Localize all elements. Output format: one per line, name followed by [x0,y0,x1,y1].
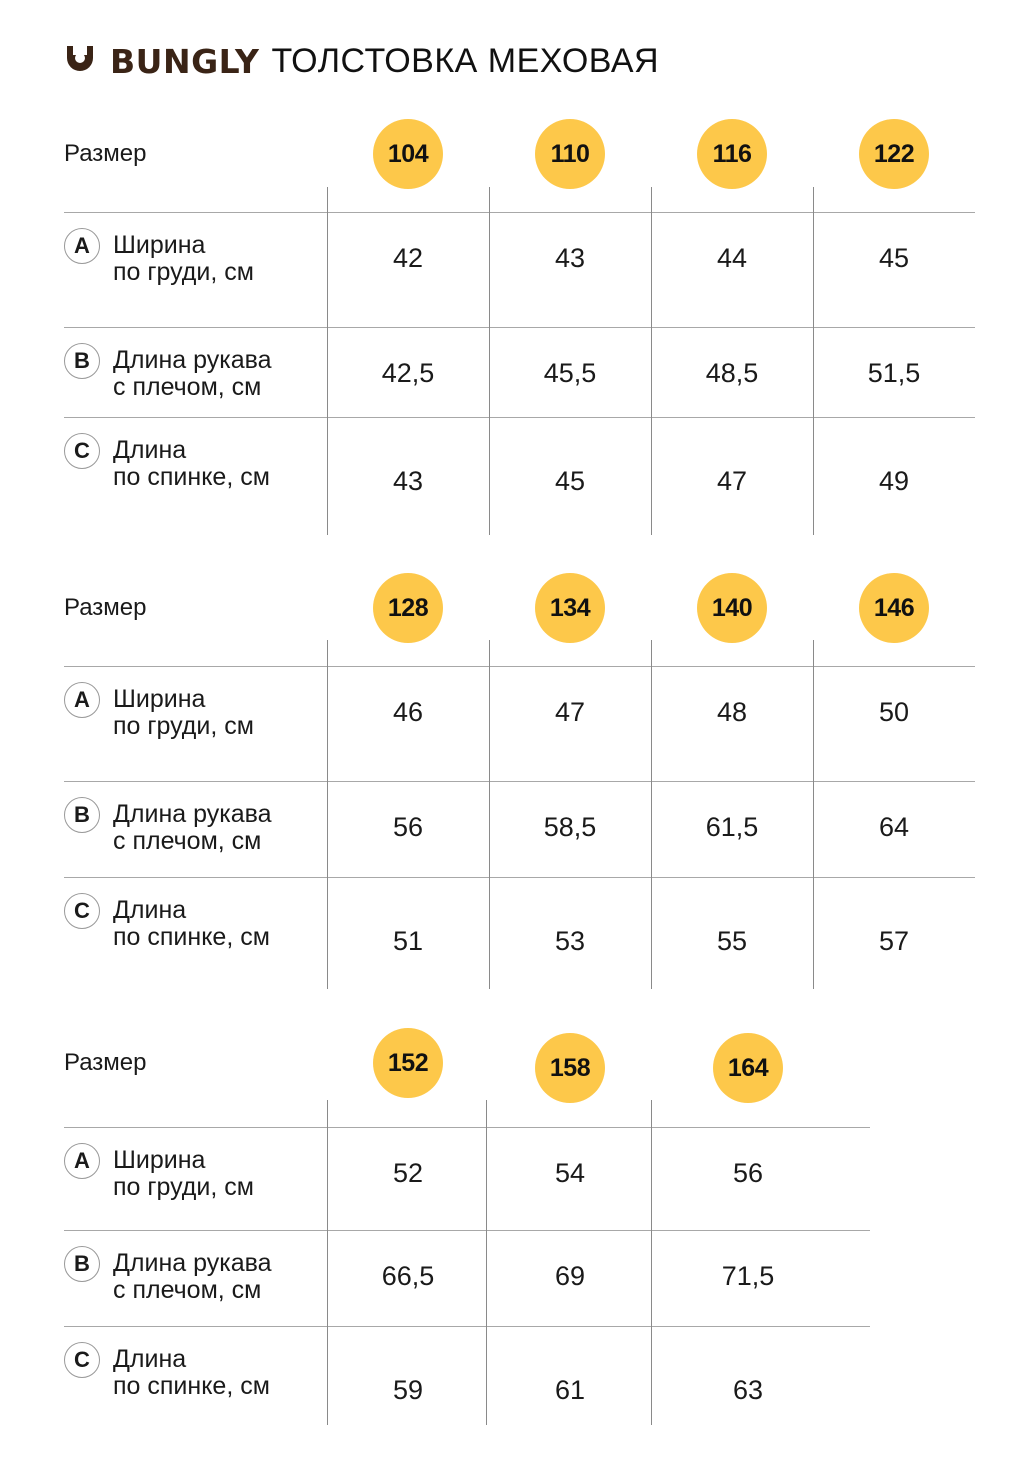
measure-letter-badge: A [64,228,100,264]
measure-label-line2: по груди, см [113,258,254,286]
measure-label-line1: Длина рукава [113,346,272,374]
measure-letter-badge: A [64,682,100,718]
measure-label-line2: по груди, см [113,712,254,740]
measure-value: 52 [392,1158,424,1188]
size-label: Размер [64,1049,147,1076]
column-divider [327,1100,328,1425]
column-divider [489,187,490,535]
row-divider [64,212,975,213]
measure-value: 46 [392,697,424,727]
row-divider [64,877,975,878]
measure-label-line1: Длина рукава [113,1249,272,1277]
size-badge: 146 [859,573,929,643]
measure-value: 55 [716,926,748,956]
measure-value: 71,5 [721,1261,775,1291]
page-title: BUNGLY ТОЛСТОВКА МЕХОВАЯ [64,38,659,84]
measure-label-line1: Длина [113,896,187,924]
size-badge: 152 [373,1028,443,1098]
measure-value: 48,5 [705,358,759,388]
measure-value: 43 [554,243,586,273]
smile-cup-icon [64,44,96,78]
size-badge: 116 [697,119,767,189]
column-divider [489,640,490,989]
measure-label-line1: Длина [113,1345,187,1373]
measure-letter-badge: C [64,1342,100,1378]
size-badge: 158 [535,1033,605,1103]
measure-value: 51 [392,926,424,956]
measure-value: 53 [554,926,586,956]
measure-label-line1: Длина рукава [113,800,272,828]
measure-value: 56 [732,1158,764,1188]
row-divider [64,781,975,782]
size-badge: 164 [713,1033,783,1103]
measure-value: 51,5 [867,358,921,388]
measure-value: 59 [392,1375,424,1405]
measure-value: 63 [732,1375,764,1405]
size-label: Размер [64,140,147,167]
measure-value: 47 [716,466,748,496]
column-divider [327,640,328,989]
measure-value: 58,5 [543,812,597,842]
column-divider [651,640,652,989]
size-badge: 110 [535,119,605,189]
measure-value: 44 [716,243,748,273]
measure-letter-badge: B [64,797,100,833]
measure-label-line2: с плечом, см [113,373,262,401]
size-badge: 122 [859,119,929,189]
column-divider [486,1100,487,1425]
measure-label-line1: Ширина [113,685,206,713]
measure-value: 45 [554,466,586,496]
product-name: ТОЛСТОВКА МЕХОВАЯ [271,41,660,80]
measure-letter-badge: C [64,433,100,469]
measure-label-line2: по спинке, см [113,463,270,491]
measure-label-line2: по груди, см [113,1173,254,1201]
measure-letter-badge: B [64,1246,100,1282]
measure-label-line1: Длина [113,436,187,464]
row-divider [64,666,975,667]
measure-label-line1: Ширина [113,1146,206,1174]
size-badge: 128 [373,573,443,643]
row-divider [64,327,975,328]
row-divider [64,417,975,418]
column-divider [651,1100,652,1425]
column-divider [651,187,652,535]
measure-label-line2: с плечом, см [113,1276,262,1304]
measure-label-line2: по спинке, см [113,1372,270,1400]
measure-letter-badge: A [64,1143,100,1179]
measure-value: 47 [554,697,586,727]
measure-value: 48 [716,697,748,727]
measure-label-line2: по спинке, см [113,923,270,951]
measure-label-line1: Ширина [113,231,206,259]
size-badge: 134 [535,573,605,643]
measure-value: 45 [878,243,910,273]
measure-value: 42,5 [381,358,435,388]
row-divider [64,1326,870,1327]
measure-value: 61,5 [705,812,759,842]
measure-letter-badge: B [64,343,100,379]
measure-value: 45,5 [543,358,597,388]
measure-value: 42 [392,243,424,273]
measure-value: 64 [878,812,910,842]
measure-value: 50 [878,697,910,727]
measure-letter-badge: C [64,893,100,929]
size-badge: 140 [697,573,767,643]
measure-value: 66,5 [381,1261,435,1291]
column-divider [327,187,328,535]
measure-value: 69 [554,1261,586,1291]
column-divider [813,640,814,989]
size-label: Размер [64,594,147,621]
column-divider [813,187,814,535]
size-badge: 104 [373,119,443,189]
measure-value: 61 [554,1375,586,1405]
row-divider [64,1127,870,1128]
measure-value: 54 [554,1158,586,1188]
brand-name: BUNGLY [110,41,260,81]
measure-value: 57 [878,926,910,956]
measure-value: 56 [392,812,424,842]
row-divider [64,1230,870,1231]
measure-value: 49 [878,466,910,496]
measure-label-line2: с плечом, см [113,827,262,855]
measure-value: 43 [392,466,424,496]
